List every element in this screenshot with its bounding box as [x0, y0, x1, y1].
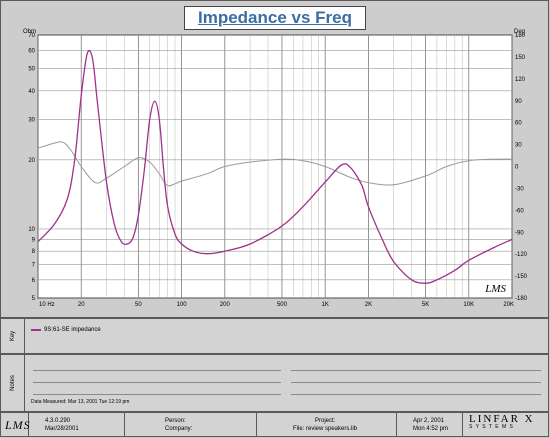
lms-watermark: LMS: [484, 283, 506, 295]
x-tick-label: 500: [277, 302, 288, 308]
y-right-tick-label: -150: [515, 274, 528, 280]
y-right-tick-label: 180: [515, 33, 526, 39]
y-left-tick-label: 60: [28, 48, 35, 54]
y-right-tick-label: -90: [515, 230, 524, 236]
x-tick-label: 2K: [365, 302, 372, 308]
y-right-tick-label: 90: [515, 99, 522, 105]
y-left-tick-label: 7: [32, 262, 36, 268]
y-right-tick-label: 120: [515, 77, 526, 83]
linearx-sub: S Y S T E M S: [469, 424, 514, 430]
person-label: Person:: [165, 418, 186, 424]
x-tick-label: 200: [220, 302, 231, 308]
footer-time: Mon 4:52 pm: [413, 426, 449, 432]
impedance-line: [37, 49, 513, 284]
y-right-tick-label: -30: [515, 186, 524, 192]
footer: LMS 4.3.0.290 Mar/28/2001 Person: Compan…: [0, 412, 549, 437]
y-right-tick-label: -120: [515, 252, 528, 258]
note-line[interactable]: [291, 382, 541, 383]
linearx-logo: LINFAR X: [469, 413, 535, 425]
y-left-unit: Ohm: [23, 29, 36, 35]
footer-version-cell: 4.3.0.290 Mar/28/2001: [29, 413, 125, 436]
version-date: Mar/28/2001: [45, 426, 79, 432]
notes-band-label: Notes: [1, 355, 25, 411]
y-right-tick-label: 150: [515, 55, 526, 61]
note-line[interactable]: [33, 370, 281, 371]
y-left-tick-label: 30: [28, 117, 35, 123]
footer-project-cell: Project: File: review speakers.lib: [257, 413, 397, 436]
x-tick-label: 100: [177, 302, 188, 308]
y-right-tick-label: 30: [515, 143, 522, 149]
measured-date: Data Measured: Mar 13, 2001 Tue 12:19 pm: [31, 399, 130, 405]
footer-brand-cell: LINFAR X S Y S T E M S: [463, 413, 549, 436]
lms-logo: LMS: [5, 418, 31, 432]
notes-label-text: Notes: [9, 375, 16, 391]
y-right-tick-label: 60: [515, 121, 522, 127]
footer-date: Apr 2, 2001: [413, 418, 445, 424]
note-line[interactable]: [291, 394, 541, 395]
company-label: Company:: [165, 426, 193, 432]
x-tick-label: 20: [78, 302, 85, 308]
y-left-tick-label: 10: [28, 227, 35, 233]
y-left-tick-label: 9: [32, 237, 36, 243]
x-tick-label: 10 Hz: [39, 302, 55, 308]
chart-title: Impedance vs Freq: [184, 6, 366, 30]
y-left-tick-label: 40: [28, 89, 35, 95]
y-right-tick-label: 0: [515, 165, 519, 171]
y-left-tick-label: 70: [28, 33, 35, 39]
legend-band-label: Key: [1, 319, 25, 353]
legend-swatch: [31, 329, 41, 331]
footer-date-cell: Apr 2, 2001 Mon 4:52 pm: [397, 413, 463, 436]
legend-entry: 9S:61-SE impedance: [31, 327, 101, 333]
version: 4.3.0.290: [45, 418, 71, 424]
y-left-tick-label: 8: [32, 249, 36, 255]
note-line[interactable]: [291, 370, 541, 371]
y-left-tick-label: 50: [28, 67, 35, 73]
impedance-chart: 10 Hz 20 50 100 200 500 1K 2K 5K 10K 20K7060504030…: [23, 29, 528, 308]
footer-person-cell: Person: Company:: [125, 413, 257, 436]
y-left-tick-label: 6: [32, 278, 36, 284]
note-line[interactable]: [33, 382, 281, 383]
legend-entry-text: 9S:61-SE impedance: [44, 327, 101, 333]
y-left-tick-label: 5: [32, 296, 36, 302]
notes-band: Notes Data Measured: Mar 13, 2001 Tue 12…: [0, 354, 549, 412]
x-tick-label: 5K: [422, 302, 429, 308]
x-tick-label: 10K: [463, 302, 474, 308]
x-tick-label: 1K: [322, 302, 329, 308]
y-right-tick-label: -60: [515, 208, 524, 214]
x-tick-label: 20K: [503, 302, 514, 308]
legend-label-text: Key: [9, 330, 16, 342]
footer-logo-cell: LMS: [1, 413, 31, 436]
note-line[interactable]: [33, 394, 281, 395]
phase-line: [37, 141, 513, 187]
file-label: File: review speakers.lib: [293, 426, 358, 432]
legend-band: Key 9S:61-SE impedance: [0, 318, 549, 354]
y-left-tick-label: 20: [28, 158, 35, 164]
project-label: Project:: [315, 418, 336, 424]
y-right-unit: Deg: [514, 29, 525, 35]
y-right-tick-label: -180: [515, 296, 528, 302]
x-tick-label: 50: [135, 302, 142, 308]
plot-area: [37, 34, 513, 299]
